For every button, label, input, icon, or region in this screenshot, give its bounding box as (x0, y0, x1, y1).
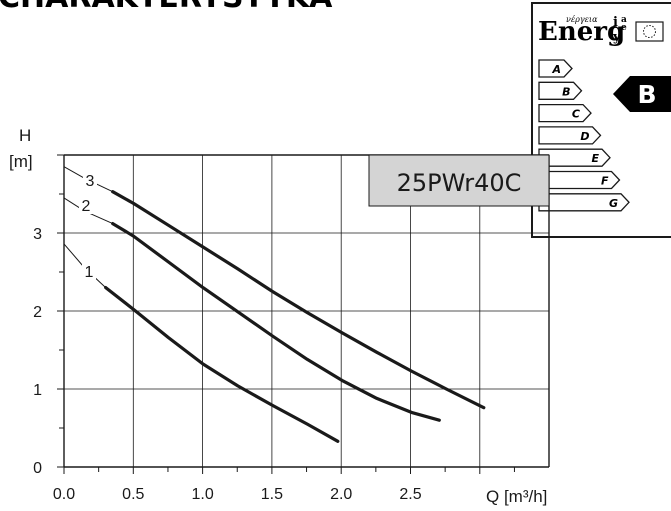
energy-class-g-arrow (538, 193, 630, 212)
curve-2 (111, 222, 441, 422)
x-tick-label: 0.0 (53, 486, 75, 503)
energy-class-d-arrow (538, 126, 602, 145)
x-axis-label: Q [m³/h] (486, 487, 547, 506)
energy-class-g-letter: G (609, 197, 618, 210)
energy-class-a-letter: A (551, 63, 561, 76)
curves (63, 166, 486, 443)
y-axis-label: H (19, 126, 31, 145)
x-tick-labels: 0.0 0.5 1.0 1.5 2.0 2.5 (53, 486, 422, 503)
energy-class-f-letter: F (601, 175, 609, 188)
energy-rating-indicator: B (613, 76, 671, 112)
energy-class-d-letter: D (580, 130, 589, 143)
curve-label-2: 2 (82, 198, 91, 215)
eu-stars-flag-icon (635, 21, 664, 42)
energy-side-e: e (621, 23, 627, 33)
energy-word: Energ (538, 17, 625, 47)
energy-rating-letter: B (637, 80, 656, 109)
x-tick-label: 2.5 (399, 486, 421, 503)
y-axis-unit: [m] (9, 152, 33, 171)
x-tick-label: 0.5 (122, 486, 144, 503)
curve-3 (111, 190, 486, 410)
curve-label-bg (79, 197, 93, 214)
model-label-background (368, 154, 550, 207)
x-tick-label: 2.0 (330, 486, 352, 503)
energy-side-y: y (612, 30, 621, 45)
curve-label-bg (83, 172, 97, 189)
energy-class-c-arrow (538, 103, 592, 123)
x-tick-label: 1.5 (261, 486, 283, 503)
curve-label-1: 1 (85, 264, 94, 281)
pump-curve-chart: 0.0 0.5 1.0 1.5 2.0 2.5 0 1 2 3 1 2 3 H [m] Q [m³/… (9, 126, 550, 506)
energy-class-c-letter: C (572, 108, 580, 121)
page-title: CHARAKTERYSTYKA (0, 0, 333, 15)
y-tick-label: 3 (33, 226, 42, 243)
energy-class-e-letter: E (591, 152, 599, 165)
y-tick-label: 1 (33, 382, 42, 399)
energy-class-b-arrow (538, 81, 583, 100)
curve-label-3: 3 (86, 173, 95, 190)
energy-side-a: a (621, 15, 627, 25)
x-tick-label: 1.0 (191, 486, 213, 503)
curve-labels: 1 2 3 (79, 172, 97, 281)
energy-class-a-arrow (538, 59, 573, 78)
y-tick-label: 2 (33, 304, 42, 321)
model-label-box: 25PWr40C (368, 154, 550, 207)
curve-1 (104, 286, 340, 443)
y-tick-labels: 0 1 2 3 (33, 226, 42, 477)
energy-class-b-letter: B (562, 85, 570, 98)
curve-label-bg (82, 263, 96, 280)
y-tick-label: 0 (33, 460, 42, 477)
model-label: 25PWr40C (397, 169, 522, 197)
energy-side-i: i (613, 15, 618, 30)
energy-word-greek: νέργεια (566, 15, 598, 24)
